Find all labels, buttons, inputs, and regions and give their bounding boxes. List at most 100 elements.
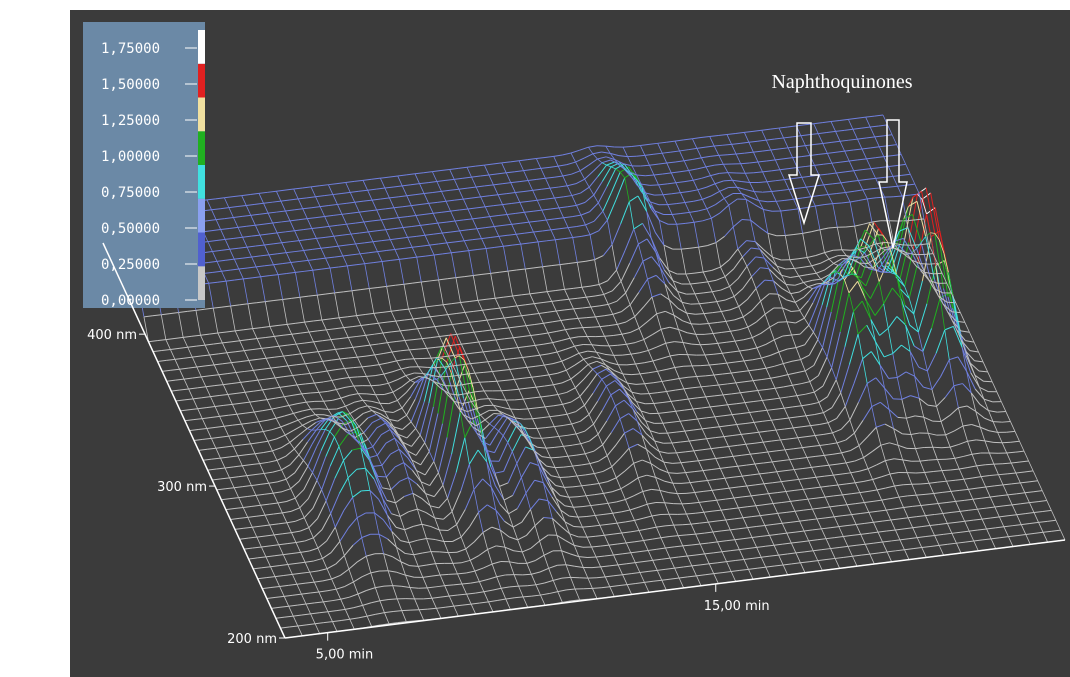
mesh-line xyxy=(664,502,674,505)
mesh-line xyxy=(594,470,604,475)
mesh-line xyxy=(360,252,369,255)
mesh-line xyxy=(640,410,646,421)
mesh-line xyxy=(590,503,600,507)
mesh-line xyxy=(977,528,987,531)
mesh-line xyxy=(215,219,222,230)
mesh-line xyxy=(643,339,649,351)
mesh-line xyxy=(590,306,596,317)
mesh-line xyxy=(532,417,542,420)
mesh-line xyxy=(549,188,555,199)
mesh-line xyxy=(712,509,722,512)
mesh-line xyxy=(268,481,278,484)
mesh-line xyxy=(241,465,248,476)
mesh-line xyxy=(280,199,290,202)
mesh-line xyxy=(915,265,926,273)
mesh-line xyxy=(316,295,323,321)
mesh-line xyxy=(808,287,818,301)
mesh-line xyxy=(212,251,218,262)
mesh-line xyxy=(388,622,398,625)
mesh-line xyxy=(464,239,473,242)
mesh-line xyxy=(657,568,666,571)
mesh-line xyxy=(451,302,461,305)
mesh-line xyxy=(690,501,700,504)
mesh-line xyxy=(523,434,530,443)
mesh-line xyxy=(221,305,231,308)
mesh-line xyxy=(332,194,338,205)
mesh-line xyxy=(449,169,455,180)
mesh-line xyxy=(498,213,508,217)
mesh-line xyxy=(906,415,916,419)
mesh-line xyxy=(307,237,317,241)
mesh-line xyxy=(395,526,405,531)
mesh-line xyxy=(285,230,295,233)
mesh-line xyxy=(465,353,471,364)
mesh-line xyxy=(866,136,875,139)
mesh-line xyxy=(929,523,939,527)
mesh-line xyxy=(984,417,994,423)
mesh-line xyxy=(771,420,777,431)
mesh-line xyxy=(409,586,419,589)
mesh-line xyxy=(233,217,239,228)
mesh-line xyxy=(641,421,651,432)
mesh-line xyxy=(386,286,392,312)
mesh-line xyxy=(723,179,733,182)
mesh-line xyxy=(898,495,908,498)
mesh-line xyxy=(534,479,544,484)
mesh-line xyxy=(478,581,485,592)
mesh-line xyxy=(297,401,307,405)
mesh-line xyxy=(397,400,403,409)
mesh-line xyxy=(368,230,378,233)
mesh-line xyxy=(297,419,303,426)
mesh-line xyxy=(738,527,748,530)
mesh-line xyxy=(665,343,671,357)
mesh-line xyxy=(408,508,418,513)
mesh-line xyxy=(445,605,454,608)
mesh-line xyxy=(891,287,902,299)
mesh-line xyxy=(648,548,657,551)
mesh-line xyxy=(675,411,681,422)
mesh-line xyxy=(553,154,563,157)
mesh-line xyxy=(676,222,686,225)
mesh-line xyxy=(208,283,214,309)
mesh-line xyxy=(426,587,433,599)
mesh-line xyxy=(653,152,663,155)
mesh-line xyxy=(808,339,819,356)
mesh-line xyxy=(304,269,313,272)
mesh-line xyxy=(656,342,666,348)
mesh-line xyxy=(777,277,787,285)
mesh-line xyxy=(599,326,605,337)
mesh-line xyxy=(329,245,339,248)
mesh-line xyxy=(710,426,720,429)
mesh-line xyxy=(521,314,531,317)
mesh-line xyxy=(494,470,504,474)
mesh-line xyxy=(318,370,328,373)
mesh-line xyxy=(562,423,572,426)
mesh-line xyxy=(431,375,441,378)
mesh-line xyxy=(698,479,708,483)
mesh-line xyxy=(537,457,547,467)
mesh-line xyxy=(504,546,514,552)
mesh-line xyxy=(695,533,701,545)
mesh-line xyxy=(275,418,282,428)
mesh-line xyxy=(695,511,704,514)
mesh-line xyxy=(355,221,364,224)
mesh-line xyxy=(752,535,761,539)
mesh-line xyxy=(791,333,801,336)
mesh-line xyxy=(275,616,285,619)
mesh-line xyxy=(345,405,351,414)
mesh-line xyxy=(231,381,241,384)
mesh-line xyxy=(427,377,433,381)
mesh-line xyxy=(578,556,588,558)
mesh-line xyxy=(344,385,354,388)
mesh-line xyxy=(874,303,885,316)
mesh-line xyxy=(554,467,561,478)
mesh-line xyxy=(493,183,503,186)
mesh-line xyxy=(341,191,351,194)
mesh-line xyxy=(872,499,882,502)
mesh-line xyxy=(363,221,369,233)
mesh-line xyxy=(282,262,291,265)
mesh-line xyxy=(539,355,545,366)
mesh-line xyxy=(756,344,766,349)
mesh-line xyxy=(883,134,893,137)
mesh-line xyxy=(671,420,681,423)
